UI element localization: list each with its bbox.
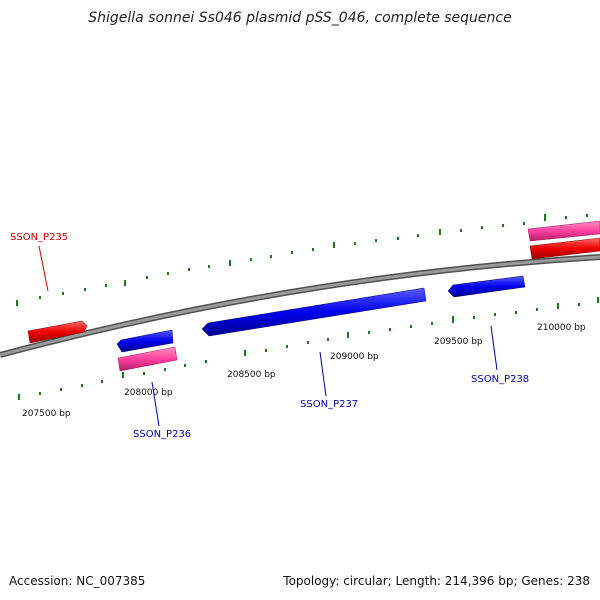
gene-sson-p238-arrow (447, 275, 526, 298)
topology-summary: Topology: circular; Length: 214,396 bp; … (283, 574, 590, 588)
tick-label-208500: 208500 bp (227, 370, 276, 380)
tick-label-209500: 209500 bp (434, 337, 483, 347)
tick-labels: 207500 bp 208000 bp 208500 bp 209000 bp … (22, 323, 586, 419)
outer-tick-track (16, 214, 588, 306)
tick-label-207500: 207500 bp (22, 409, 71, 419)
backbone (0, 254, 600, 358)
gene-label-sson-p237: SSON_P237 (300, 399, 358, 410)
inner-tick-track (18, 297, 599, 400)
gene-label-sson-p238: SSON_P238 (471, 374, 529, 385)
gene-sson-p236-arrow (116, 329, 174, 353)
gene-labels: SSON_P235 SSON_P236 SSON_P237 SSON_P238 (10, 232, 529, 440)
gene-forward-right-bottom (529, 237, 600, 260)
tick-label-209000: 209000 bp (330, 352, 379, 362)
gene-forward-right-top (527, 220, 600, 242)
gene-sson-p235-arrow (27, 320, 88, 344)
gene-label-sson-p236: SSON_P236 (133, 429, 191, 440)
gene-sson-p237-arrow (201, 287, 427, 337)
accession-label: Accession: NC_007385 (9, 574, 146, 588)
map-title: Shigella sonnei Ss046 plasmid pSS_046, c… (88, 10, 512, 26)
gene-sson-p236-rna (117, 346, 178, 372)
tick-label-208000: 208000 bp (124, 388, 173, 398)
gene-label-leaders (38, 245, 498, 427)
tick-label-210000: 210000 bp (537, 323, 586, 333)
gene-features (27, 220, 600, 372)
gene-label-sson-p235: SSON_P235 (10, 232, 68, 243)
